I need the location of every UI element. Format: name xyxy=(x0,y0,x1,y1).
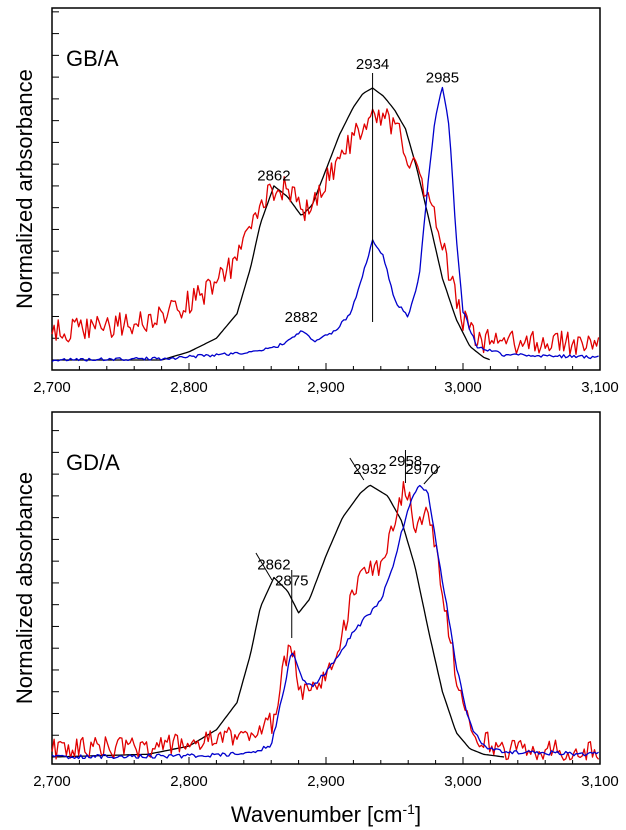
peak-label: 2882 xyxy=(285,309,318,326)
leader-2970 xyxy=(423,465,441,485)
x-tick-label: 3,000 xyxy=(444,773,482,790)
series-line-1 xyxy=(51,108,600,356)
series-group xyxy=(51,86,600,363)
peak-label: 2934 xyxy=(356,56,389,73)
panel-label: GB/A xyxy=(66,46,119,71)
panel-gd-a: GD/A Normalized absorbance 2,700 2,800 2,9… xyxy=(12,411,619,827)
series-line-2 xyxy=(51,484,599,760)
peak-label: 2932 xyxy=(353,461,386,478)
y-axis-label: Normalized absorbance xyxy=(12,472,37,704)
x-tick-label: 2,700 xyxy=(33,773,71,790)
annotations: 2862 2934 2985 2882 xyxy=(257,56,459,326)
x-axis-label-sup: -1 xyxy=(403,801,416,817)
y-axis-ticks xyxy=(52,11,59,361)
leader-2932 xyxy=(349,457,365,481)
x-tick-label: 2,800 xyxy=(170,379,208,396)
series-line-0 xyxy=(51,484,505,758)
x-axis: 2,700 2,800 2,900 3,000 3,100 xyxy=(33,363,619,396)
y-axis-label: Normalized arbsorbance xyxy=(12,69,37,309)
x-tick-label: 3,100 xyxy=(581,773,619,790)
series-line-2 xyxy=(51,86,599,363)
y-axis-ticks xyxy=(52,430,59,758)
x-tick-label: 2,900 xyxy=(307,773,345,790)
x-axis-label-end: ] xyxy=(415,802,421,827)
series-line-1 xyxy=(51,481,600,761)
peak-label: 2862 xyxy=(257,556,290,573)
peak-label: 2970 xyxy=(405,461,438,478)
panel-gb-a: GB/A Normalized arbsorbance 2,700 2,800 2,… xyxy=(12,7,619,396)
x-tick-label: 2,700 xyxy=(33,379,71,396)
x-axis-label: Wavenumber [cm-1] xyxy=(231,801,421,827)
x-tick-label: 2,800 xyxy=(170,773,208,790)
x-axis: 2,700 2,800 2,900 3,000 3,100 xyxy=(33,757,619,790)
plot-frame xyxy=(51,411,601,765)
x-tick-label: 3,000 xyxy=(444,379,482,396)
peak-label: 2985 xyxy=(426,70,459,87)
series-group xyxy=(51,481,600,761)
peak-label: 2862 xyxy=(257,167,290,184)
x-axis-label-main: Wavenumber [cm xyxy=(231,802,403,827)
x-tick-label: 3,100 xyxy=(581,379,619,396)
x-tick-label: 2,900 xyxy=(307,379,345,396)
leader-2862 xyxy=(255,552,273,581)
panel-label: GD/A xyxy=(66,450,120,475)
